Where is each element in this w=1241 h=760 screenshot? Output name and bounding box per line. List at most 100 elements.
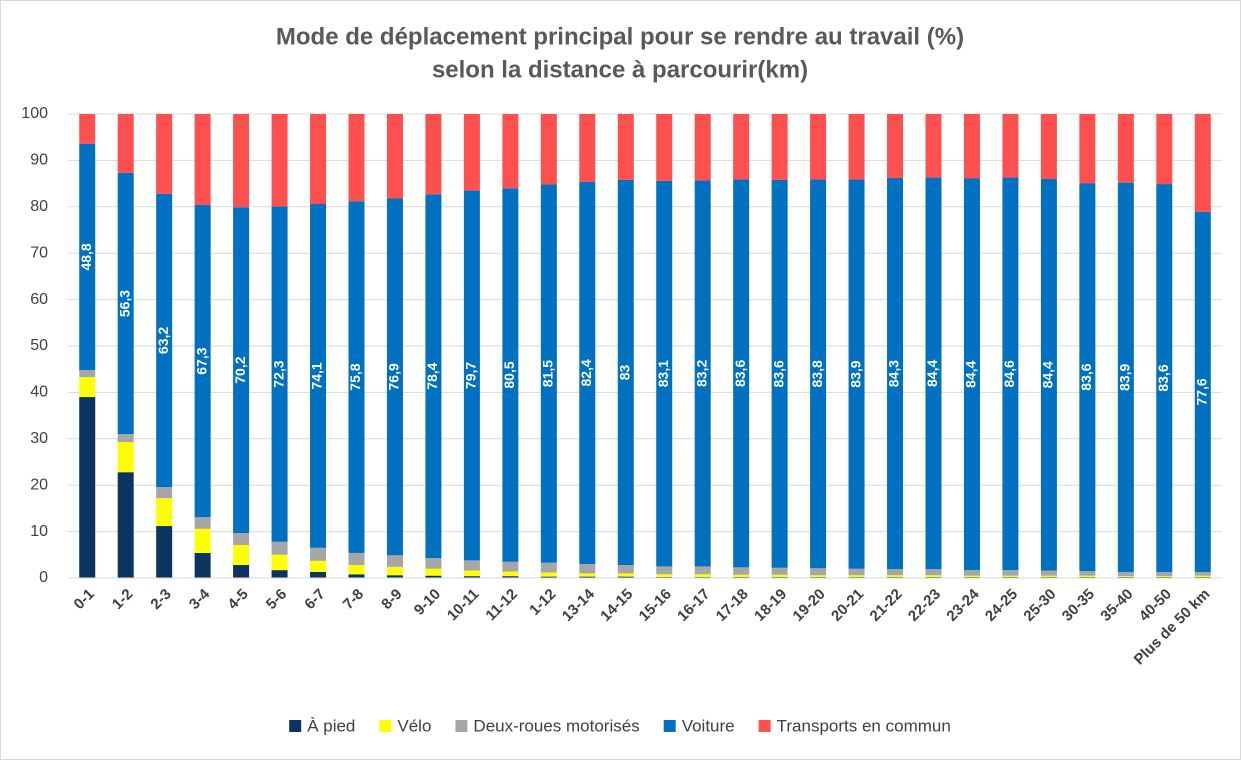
bar-segment: [540, 576, 557, 578]
bar-segment: [425, 558, 442, 569]
bar-segment: [156, 498, 173, 527]
bar-segment: [502, 188, 519, 562]
bar-segment: [771, 114, 788, 180]
bar-segment: [117, 434, 134, 443]
bar-segment: [463, 576, 480, 578]
data-label: 83,1: [655, 360, 671, 387]
bar-segment: [348, 574, 365, 578]
bar-segment: [310, 560, 327, 572]
bar-segment: [540, 184, 557, 563]
bar-segment: [1117, 576, 1134, 578]
data-label: 83: [616, 364, 632, 380]
legend-swatch: [663, 720, 676, 732]
data-label: 84,4: [924, 360, 940, 387]
bar-segment: [848, 568, 865, 576]
bar-segment: [771, 574, 788, 578]
bar-segment: [463, 114, 480, 191]
y-tick-label: 0: [39, 569, 48, 586]
bar-segment: [963, 575, 980, 578]
bar-segment: [79, 143, 96, 371]
bar-segment: [1002, 575, 1019, 578]
bar-segment: [117, 114, 134, 173]
data-label: 84,6: [1001, 360, 1017, 387]
data-label: 84,4: [963, 360, 979, 387]
bar-segment: [156, 193, 173, 488]
data-label: 72,3: [270, 360, 286, 387]
legend-swatch: [289, 720, 302, 732]
bar-segment: [1156, 114, 1173, 185]
data-label: 70,2: [232, 356, 248, 383]
data-label: 83,9: [847, 360, 863, 387]
bar-segment: [656, 180, 673, 567]
bar-segment: [1002, 177, 1019, 571]
bar-segment: [117, 172, 134, 435]
bar-segment: [502, 571, 519, 577]
bar-segment: [1194, 114, 1211, 212]
y-tick-label: 70: [30, 244, 48, 261]
data-label: 77,6: [1193, 378, 1209, 405]
bar-segment: [233, 114, 250, 208]
bar-segment: [540, 572, 557, 577]
bar-segment: [540, 114, 557, 185]
bar-segment: [771, 567, 788, 575]
bar-segment: [502, 561, 519, 572]
data-label: 74,1: [309, 362, 325, 389]
legend-swatch: [758, 720, 771, 732]
bar-segment: [310, 204, 327, 548]
bar-segment: [463, 570, 480, 577]
bar-segment: [194, 114, 211, 205]
bar-segment: [348, 552, 365, 566]
bar-segment: [386, 575, 403, 578]
chart-title: Mode de déplacement principal pour se re…: [276, 23, 964, 50]
bar-segment: [925, 177, 942, 570]
bar-segment: [1156, 576, 1173, 578]
bar-segment: [579, 564, 596, 574]
data-label: 83,6: [1078, 363, 1094, 390]
bar-segment: [310, 547, 327, 561]
bar-segment: [810, 568, 827, 576]
bar-segment: [310, 114, 327, 205]
bar-segment: [386, 198, 403, 556]
bar-segment: [963, 178, 980, 571]
bar-segment: [156, 114, 173, 194]
data-label: 83,6: [732, 360, 748, 387]
bar-segment: [233, 532, 250, 546]
bar-segment: [579, 576, 596, 578]
bar-segment: [579, 573, 596, 577]
legend-swatch: [379, 720, 392, 732]
data-label: 83,6: [1155, 364, 1171, 391]
bar-segment: [425, 575, 442, 578]
bar-segment: [117, 442, 134, 473]
bar-segment: [271, 114, 288, 207]
bar-segment: [386, 555, 403, 567]
data-label: 67,3: [193, 347, 209, 374]
legend-label: Vélo: [397, 716, 431, 735]
data-label: 78,4: [424, 362, 440, 389]
bar-segment: [502, 114, 519, 189]
bar-segment: [656, 574, 673, 578]
bar-segment: [963, 570, 980, 576]
bar-segment: [156, 487, 173, 499]
bar-segment: [348, 201, 365, 553]
bar-segment: [425, 194, 442, 559]
y-tick-label: 90: [30, 152, 48, 169]
y-tick-label: 20: [30, 476, 48, 493]
bar-segment: [617, 565, 634, 574]
y-tick-label: 30: [30, 430, 48, 447]
chart-title: selon la distance à parcourir(km): [432, 56, 808, 83]
bar-segment: [848, 114, 865, 180]
data-label: 83,8: [809, 360, 825, 387]
y-tick-label: 100: [21, 105, 48, 122]
bar-segment: [233, 207, 250, 533]
bar-segment: [1117, 571, 1134, 577]
data-label: 80,5: [501, 361, 517, 388]
legend-label: À pied: [307, 716, 355, 735]
bar-segment: [810, 179, 827, 569]
bar-segment: [694, 180, 711, 567]
bar-segment: [310, 571, 327, 578]
legend-swatch: [455, 720, 468, 732]
bar-segment: [1117, 114, 1134, 183]
y-tick-label: 10: [30, 523, 48, 540]
bar-segment: [194, 204, 211, 518]
data-label: 48,8: [78, 243, 94, 270]
